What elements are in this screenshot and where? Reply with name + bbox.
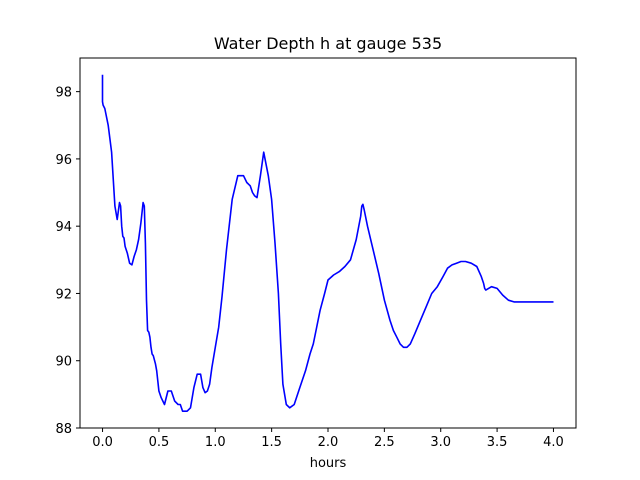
y-tick-label: 88	[55, 422, 72, 437]
y-tick-label: 90	[55, 355, 72, 370]
x-tick-label: 1.0	[205, 435, 226, 450]
x-tick-label: 1.5	[261, 435, 282, 450]
y-tick-label: 94	[55, 220, 72, 235]
x-tick-label: 0.0	[92, 435, 113, 450]
plot-area	[101, 74, 554, 413]
x-axis-label: hours	[310, 456, 347, 471]
x-tick-label: 0.5	[149, 435, 170, 450]
y-axis: 88 90 92 94 96 98	[55, 86, 80, 437]
chart-title: Water Depth h at gauge 535	[214, 34, 442, 53]
x-tick-label: 3.5	[487, 435, 508, 450]
x-tick-label: 3.0	[430, 435, 451, 450]
x-tick-label: 2.5	[374, 435, 395, 450]
y-tick-label: 98	[55, 86, 72, 101]
series-line	[101, 74, 554, 413]
x-tick-label: 4.0	[543, 435, 564, 450]
x-tick-label: 2.0	[318, 435, 339, 450]
y-tick-label: 92	[55, 287, 72, 302]
x-axis: 0.0 0.5 1.0 1.5 2.0 2.5 3.0 3.5 4.0	[92, 428, 564, 450]
y-tick-label: 96	[55, 153, 72, 168]
plot-frame	[79, 57, 577, 429]
